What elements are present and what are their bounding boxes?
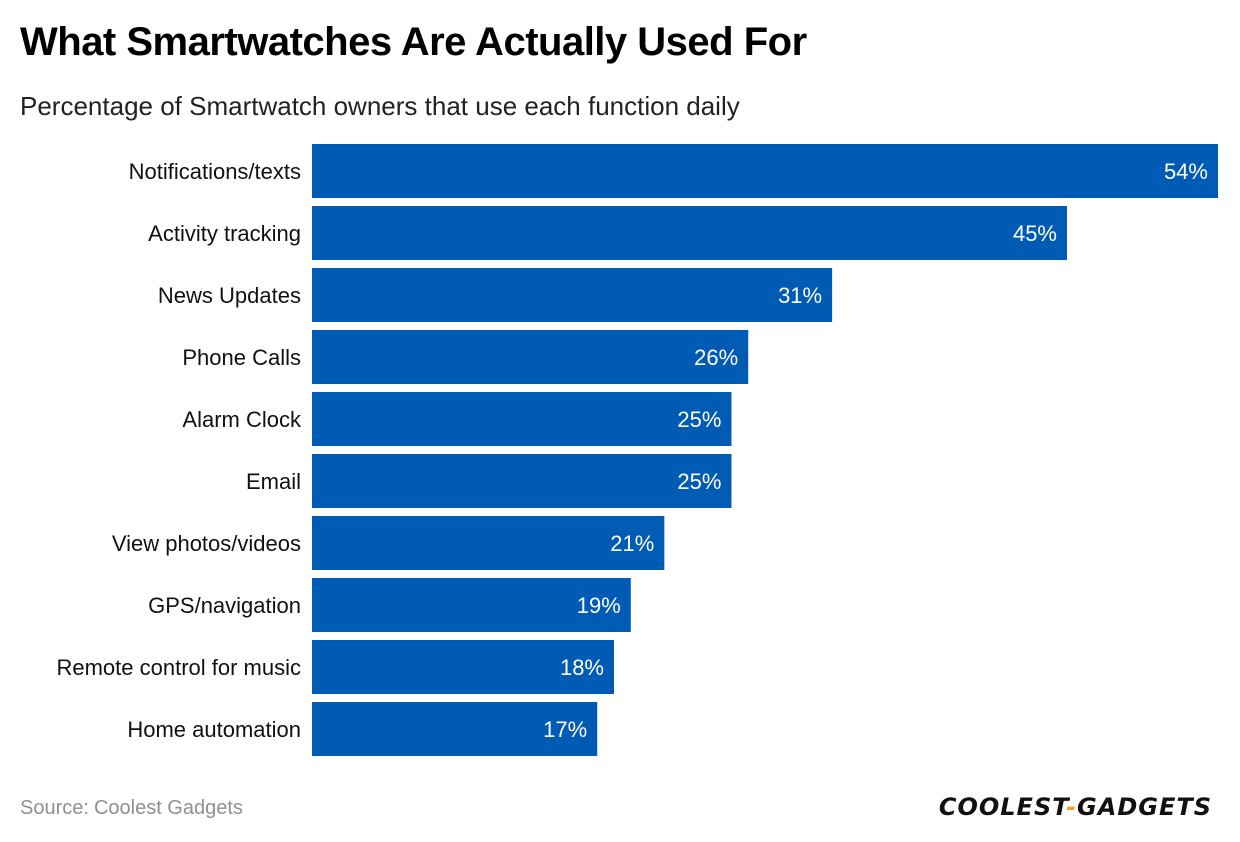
bar-chart: Notifications/texts 54% Activity tracking 4… (56, 144, 1218, 756)
bar (312, 640, 614, 694)
bar-value-label: 17% (543, 717, 587, 742)
category-label: Email (246, 469, 301, 494)
source-prefix: Source: (20, 797, 89, 819)
bar (312, 516, 665, 570)
chart-title: What Smartwatches Are Actually Used For (20, 20, 807, 64)
bar (312, 578, 631, 632)
bar-value-label: 54% (1164, 159, 1208, 184)
category-label: Activity tracking (148, 221, 301, 246)
category-label: News Updates (158, 283, 301, 308)
bar-value-label: 18% (560, 655, 604, 680)
logo-text-part2: GADGETS (1077, 793, 1212, 821)
category-label: Alarm Clock (182, 407, 302, 432)
category-label: Notifications/texts (129, 159, 301, 184)
bar-value-label: 25% (677, 407, 721, 432)
bar-value-label: 19% (577, 593, 621, 618)
bar (312, 144, 1218, 198)
brand-logo: COOLEST-GADGETS (939, 793, 1212, 821)
category-label: GPS/navigation (148, 593, 301, 618)
bar (312, 454, 732, 508)
category-label: Phone Calls (182, 345, 301, 370)
category-label: View photos/videos (112, 531, 301, 556)
bar-value-label: 31% (778, 283, 822, 308)
bar-value-label: 21% (610, 531, 654, 556)
bar (312, 330, 749, 384)
source-note: Source: Coolest Gadgets (20, 797, 243, 820)
logo-text-part1: COOLEST (938, 793, 1067, 821)
bar (312, 268, 833, 322)
bar (312, 392, 732, 446)
bar-value-label: 45% (1013, 221, 1057, 246)
bar (312, 206, 1067, 260)
bar-value-label: 25% (677, 469, 721, 494)
bar (312, 702, 598, 756)
category-label: Remote control for music (56, 655, 301, 680)
chart-subtitle: Percentage of Smartwatch owners that use… (20, 91, 740, 121)
bar-value-label: 26% (694, 345, 738, 370)
logo-separator: - (1066, 793, 1078, 821)
source-name: Coolest Gadgets (93, 797, 243, 819)
category-label: Home automation (127, 717, 301, 742)
